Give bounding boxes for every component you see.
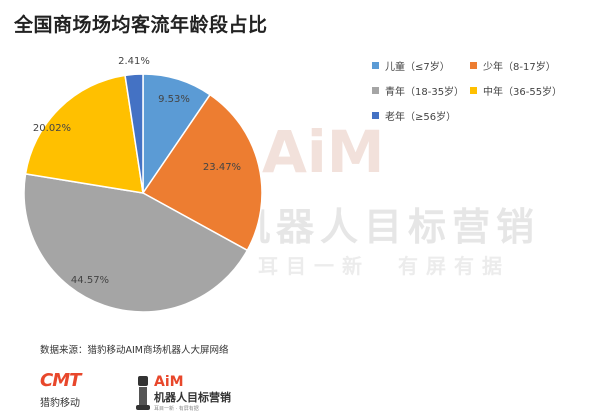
legend: 儿童（≤7岁） 少年（8-17岁） 青年（18-35岁） 中年（36-55岁） … (372, 58, 592, 123)
aim-logo-brand: AiM (154, 374, 184, 390)
pie-label-child: 9.53% (158, 94, 190, 105)
legend-item-child: 儿童（≤7岁） (372, 58, 464, 73)
cheetah-mobile-logo: CMT 猎豹移动 (40, 372, 104, 410)
pie-slice-teen (141, 93, 263, 252)
data-source-note: 数据来源：猎豹移动AIM商场机器人大屏网络 (40, 345, 229, 356)
legend-label-child: 儿童（≤7岁） (385, 62, 450, 73)
pie-label-elderly: 2.41% (118, 56, 150, 67)
pie-slices (23, 73, 263, 313)
legend-item-middle-aged: 中年（36-55岁） (470, 83, 590, 98)
legend-swatch-middle-aged (470, 87, 477, 94)
cheetah-logo-mark: CMT (40, 370, 81, 391)
legend-label-youth: 青年（18-35岁） (385, 87, 465, 98)
pie-data-labels: 9.53% 23.47% 44.57% 20.02% 2.41% (33, 56, 241, 286)
pie-slice-middle-aged (24, 74, 144, 194)
legend-label-middle-aged: 中年（36-55岁） (483, 87, 563, 98)
pie-label-teen: 23.47% (203, 162, 241, 173)
chart-title: 全国商场场均客流年龄段占比 (14, 14, 268, 36)
pie-label-youth: 44.57% (71, 275, 109, 286)
legend-swatch-youth (372, 87, 379, 94)
legend-item-elderly: 老年（≥56岁） (372, 108, 464, 123)
pie-slice-elderly (124, 73, 144, 194)
cheetah-logo-text: 猎豹移动 (40, 398, 80, 409)
robot-icon (136, 372, 150, 412)
pie-label-middle-aged: 20.02% (33, 123, 71, 134)
legend-swatch-child (372, 62, 379, 69)
aim-logo-text: 机器人目标营销 (154, 391, 231, 404)
legend-swatch-teen (470, 62, 477, 69)
legend-swatch-elderly (372, 112, 379, 119)
aim-logo: AiM 机器人目标营销 耳目一新 · 有屏有据 (136, 366, 231, 412)
legend-label-teen: 少年（8-17岁） (483, 62, 556, 73)
legend-label-elderly: 老年（≥56岁） (385, 112, 457, 123)
pie-slice-youth (23, 173, 249, 313)
legend-item-teen: 少年（8-17岁） (470, 58, 590, 73)
aim-logo-tagline: 耳目一新 · 有屏有据 (154, 406, 199, 412)
legend-item-youth: 青年（18-35岁） (372, 83, 464, 98)
